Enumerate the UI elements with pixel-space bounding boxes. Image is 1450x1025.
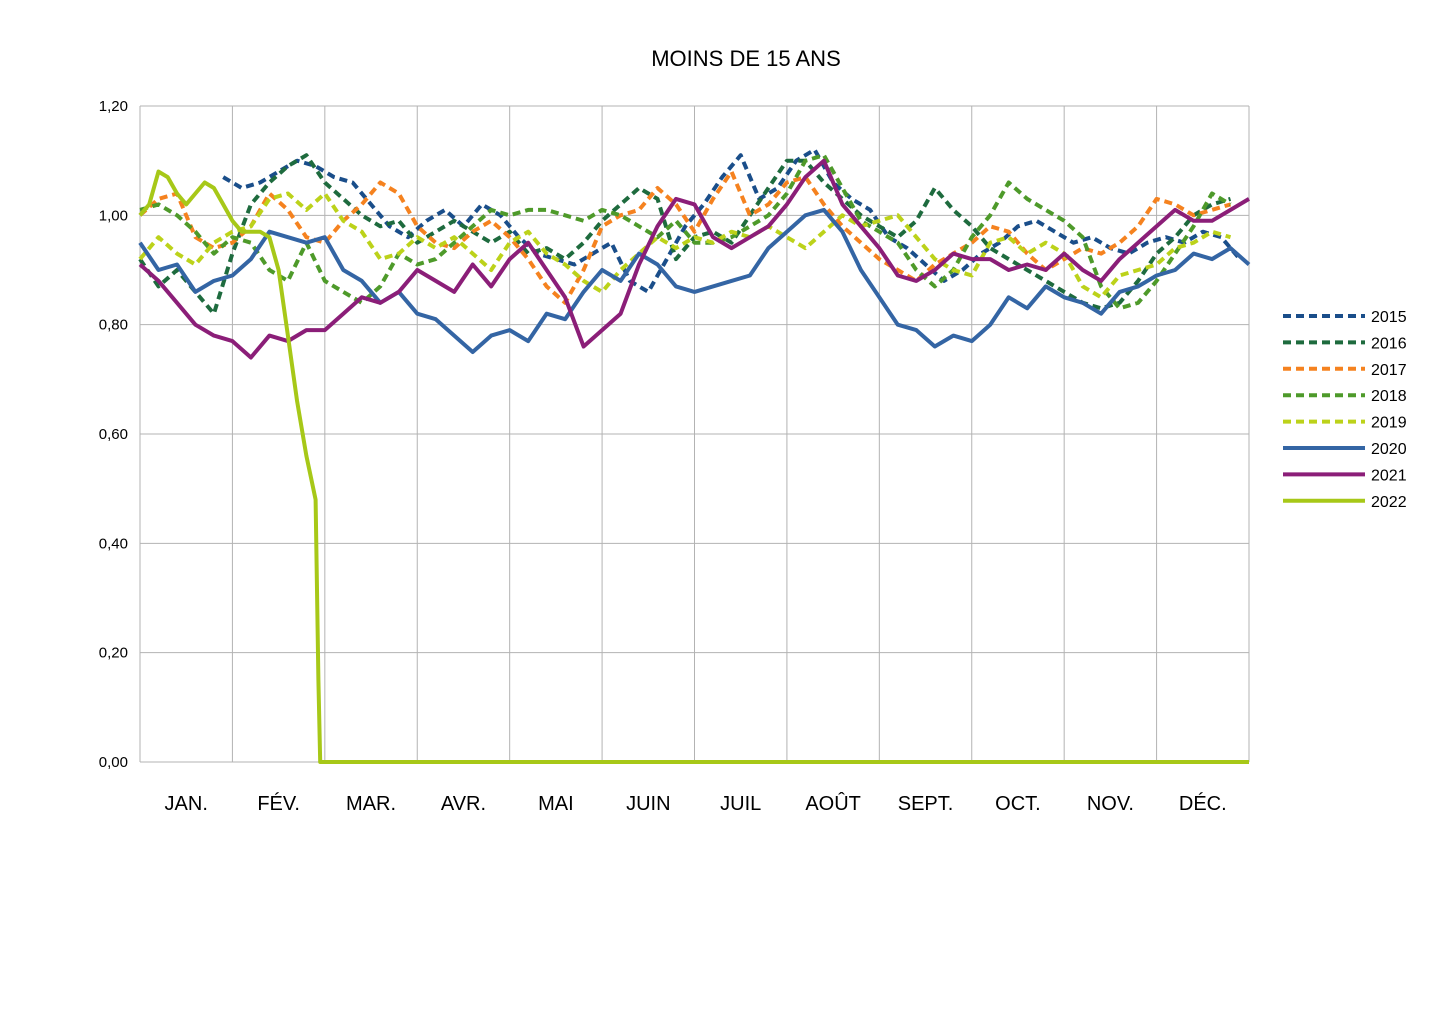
legend-label-2015: 2015 (1371, 309, 1407, 326)
chart-title: MOINS DE 15 ANS (651, 46, 841, 71)
series-line-2021 (138, 158, 1251, 360)
y-tick-label: 0,20 (99, 645, 128, 662)
legend: 2015 2016 2017 2018 2019 2020 2021 2022 (1283, 309, 1407, 511)
y-tick-label: 0,40 (99, 535, 128, 552)
series-line-2016 (138, 153, 1232, 316)
x-tick-label: JUIN (626, 793, 670, 815)
legend-label-2021: 2021 (1371, 467, 1407, 484)
x-tick-label: DÉC. (1179, 792, 1227, 815)
x-tick-label: JAN. (165, 793, 208, 815)
x-tick-label: AOÛT (805, 792, 861, 815)
legend-label-2017: 2017 (1371, 362, 1407, 379)
y-tick-label: 0,60 (99, 426, 128, 443)
x-tick-label: JUIL (720, 793, 761, 815)
y-tick-label: 0,80 (99, 317, 128, 334)
y-axis: 0,00 0,20 0,40 0,60 0,80 1,00 1,20 (99, 98, 128, 771)
x-tick-label: SEPT. (898, 793, 954, 815)
x-tick-label: OCT. (995, 793, 1041, 815)
series-line-2022 (138, 169, 1249, 764)
legend-label-2020: 2020 (1371, 441, 1407, 458)
x-tick-label: NOV. (1087, 793, 1134, 815)
legend-label-2016: 2016 (1371, 335, 1407, 352)
y-tick-label: 1,00 (99, 207, 128, 224)
legend-label-2022: 2022 (1371, 494, 1407, 511)
series-line-2018 (139, 153, 1232, 311)
y-tick-label: 0,00 (99, 754, 128, 771)
x-tick-label: AVR. (441, 793, 486, 815)
series-line-2019 (138, 191, 1232, 300)
series-group (138, 147, 1251, 764)
legend-label-2019: 2019 (1371, 415, 1407, 432)
y-tick-label: 1,20 (99, 98, 128, 115)
legend-label-2018: 2018 (1371, 388, 1407, 405)
x-tick-label: FÉV. (257, 792, 300, 815)
x-tick-label: MAR. (346, 793, 396, 815)
series-line-2020 (138, 207, 1251, 354)
series-line-2015 (222, 147, 1242, 294)
x-axis: JAN. FÉV. MAR. AVR. MAI JUIN JUIL AOÛT SEPT. OCT.… (165, 792, 1227, 815)
x-tick-label: MAI (538, 793, 574, 815)
series-line-2017 (138, 169, 1232, 305)
